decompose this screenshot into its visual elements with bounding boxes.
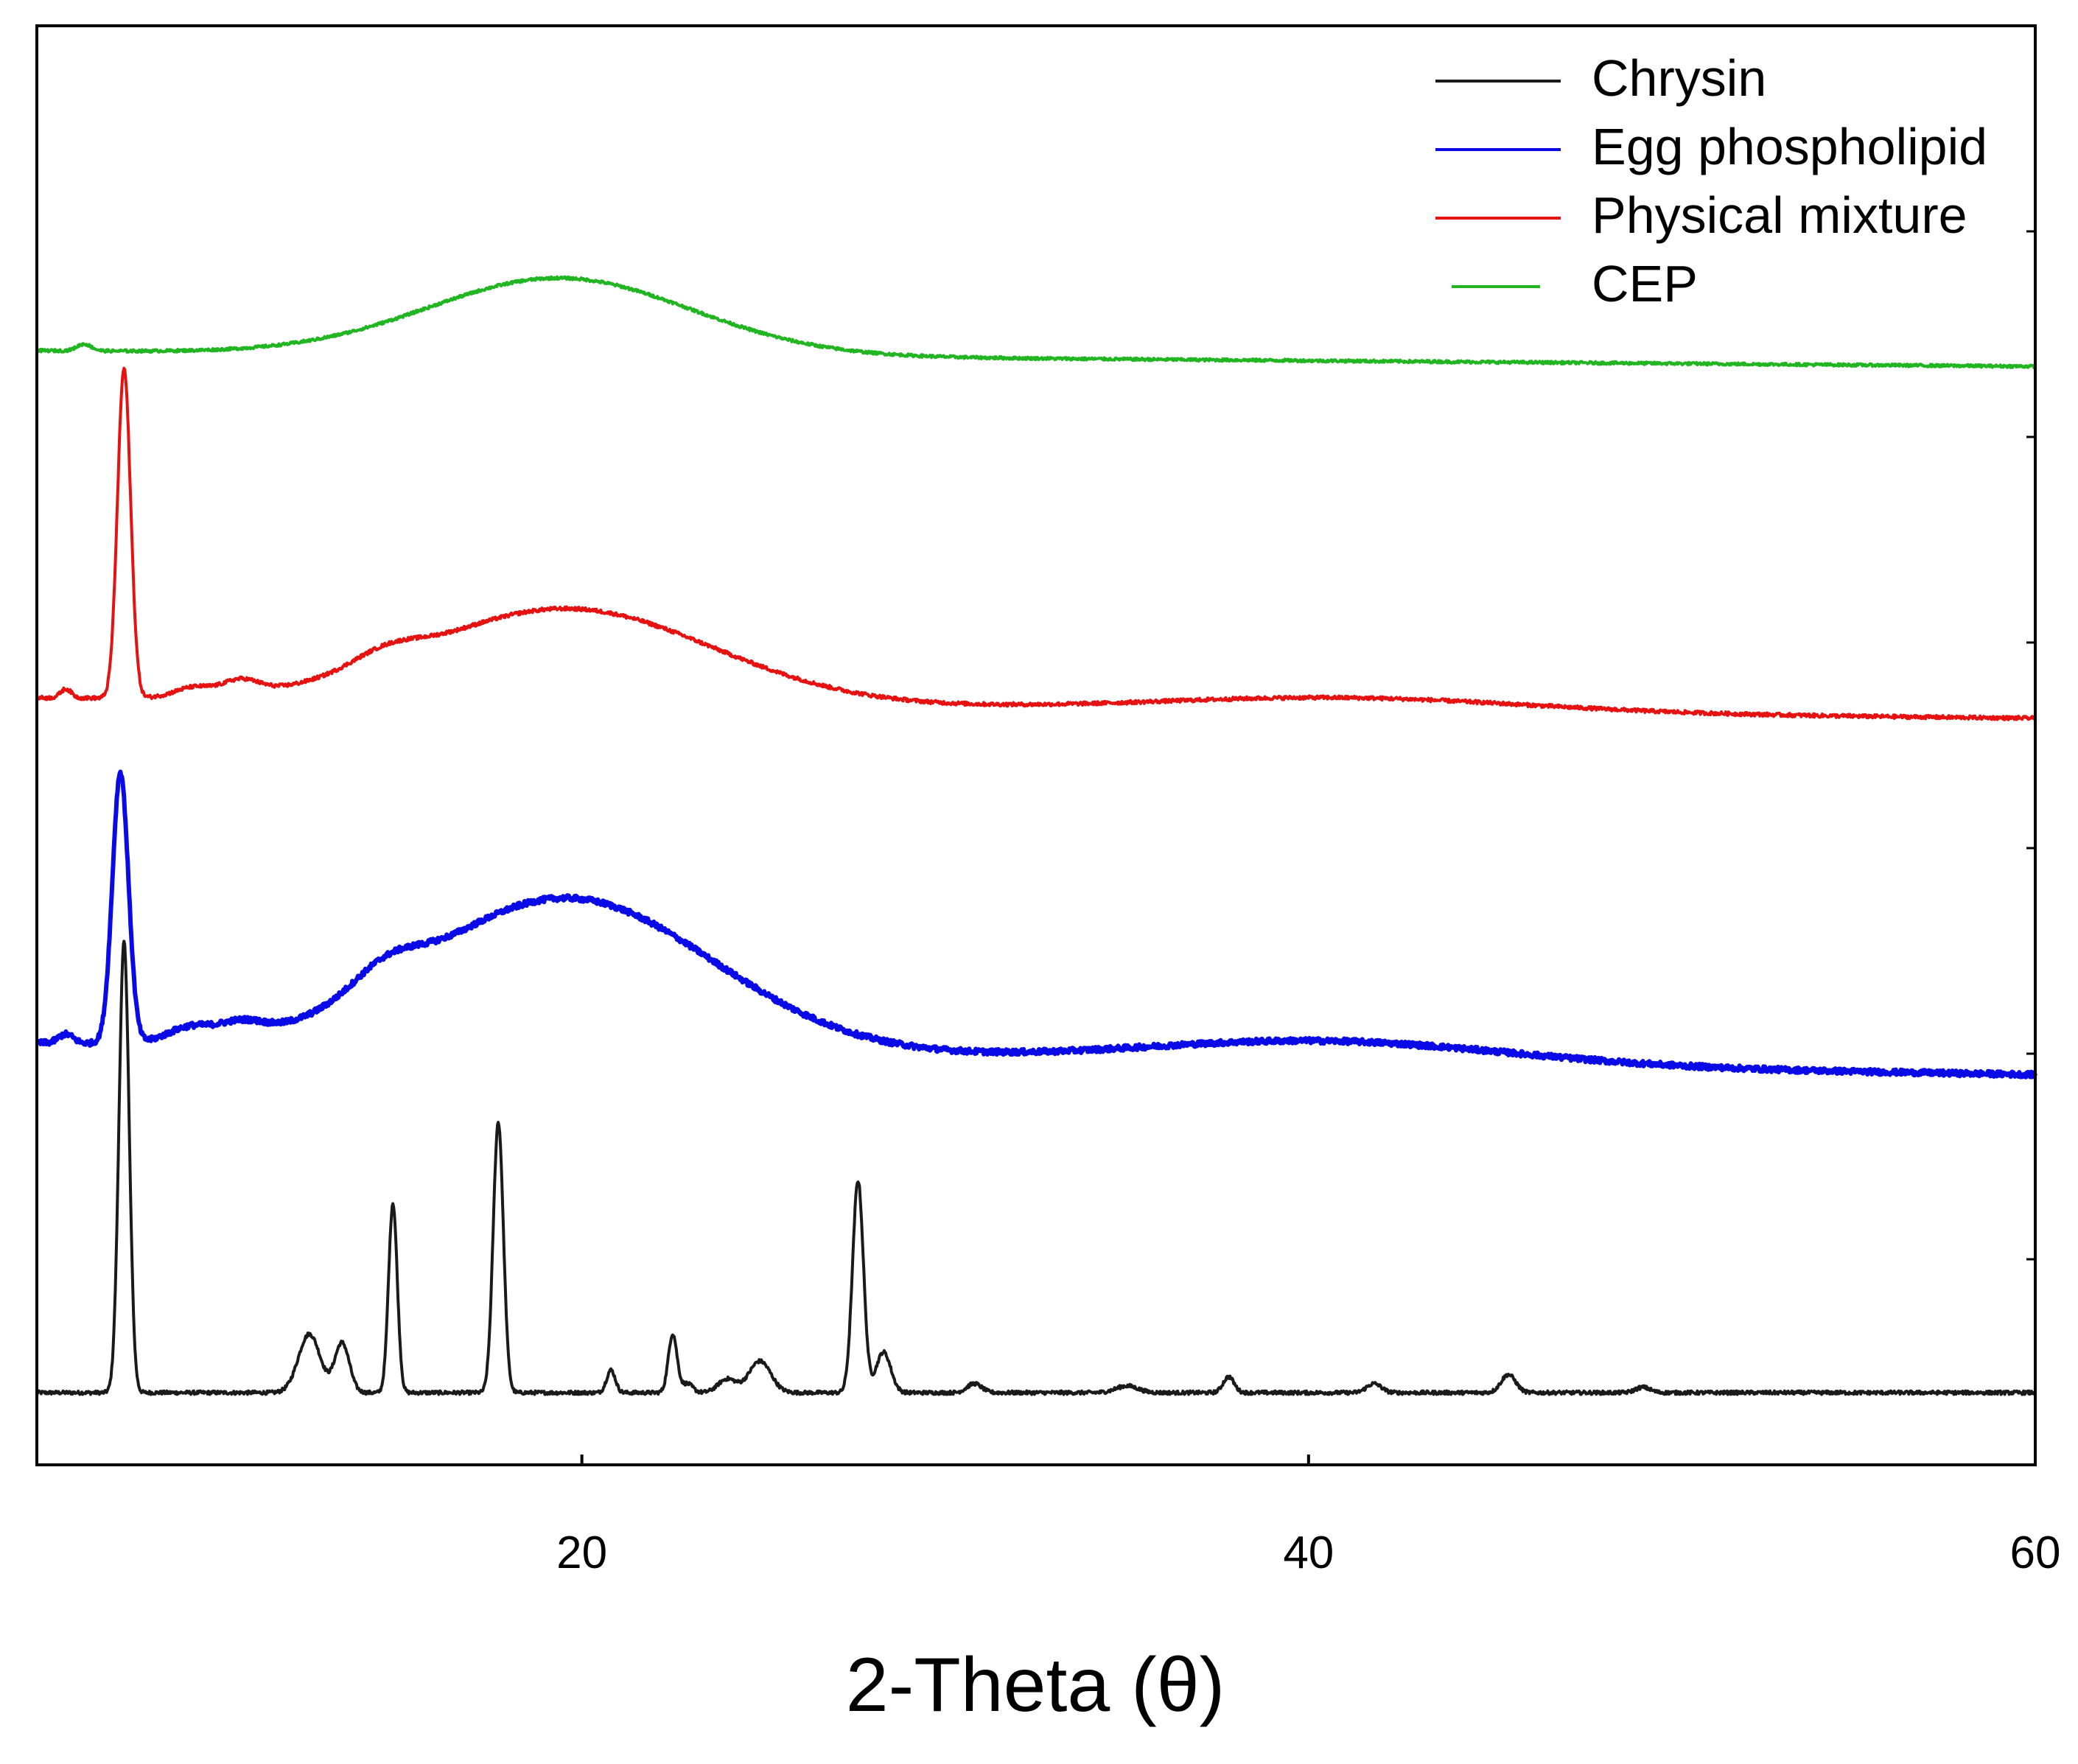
legend-entry: Egg phospholipid — [1435, 118, 1987, 175]
series-layer — [35, 275, 2037, 1396]
legend: Chrysin Egg phospholipid Physical mixtur… — [1435, 49, 1987, 312]
legend-label: Egg phospholipid — [1592, 118, 1987, 175]
legend-label: Physical mixture — [1592, 186, 1967, 244]
series-line-physical-mixture — [35, 366, 2037, 721]
tick-layer — [580, 230, 2037, 1465]
x-tick-label: 40 — [1283, 1527, 1334, 1578]
x-axis-title: 2-Theta (θ) — [846, 1642, 1225, 1728]
series-line-egg-phospholipid — [35, 769, 2037, 1079]
x-tick-label: 20 — [556, 1527, 607, 1578]
x-tick-label: 60 — [2010, 1527, 2061, 1578]
legend-label: Chrysin — [1592, 49, 1766, 107]
series-line-cep — [35, 275, 2037, 369]
legend-entry: CEP — [1452, 255, 1698, 312]
plot-frame — [35, 24, 2037, 1466]
series-line-chrysin — [35, 939, 2036, 1396]
legend-label: CEP — [1592, 255, 1698, 312]
x-tick-labels: 20 40 60 — [556, 1527, 2060, 1578]
legend-entry: Physical mixture — [1435, 186, 1967, 244]
legend-entry: Chrysin — [1435, 49, 1766, 107]
